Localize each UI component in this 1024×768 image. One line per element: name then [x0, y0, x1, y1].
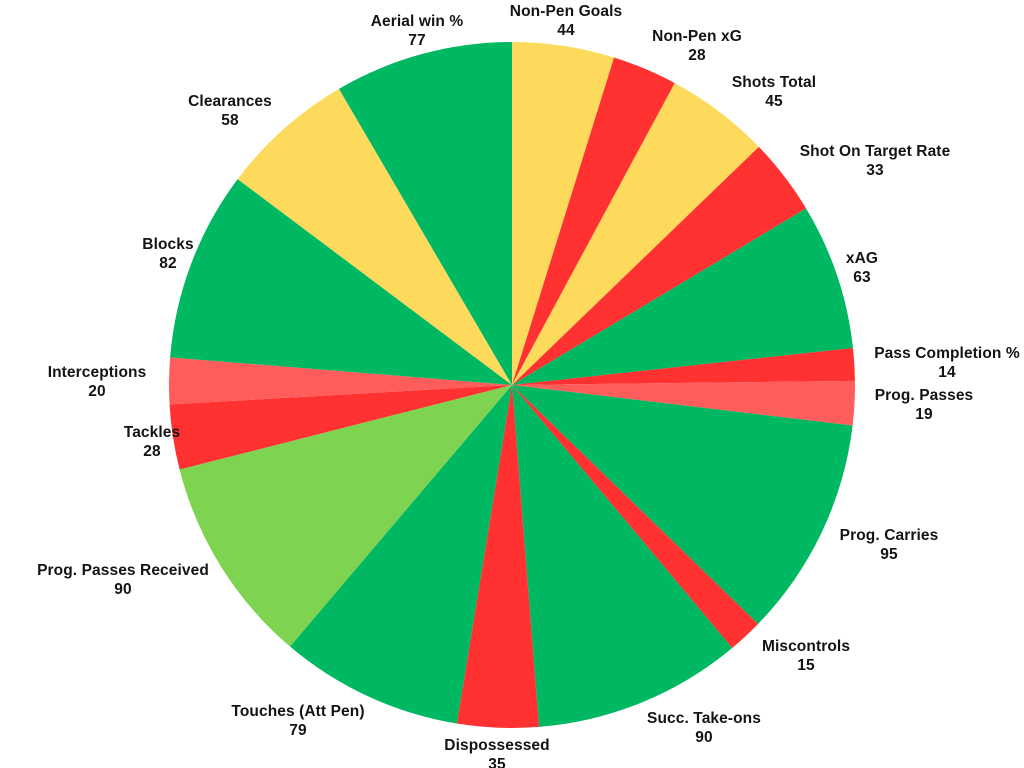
pie-slice-prog-passes — [512, 380, 856, 426]
slice-label-value: 28 — [143, 442, 161, 460]
pie-slice-pass-completion — [512, 347, 855, 385]
pie-slice-miscontrols — [512, 385, 759, 649]
slice-label-value: 33 — [866, 161, 884, 179]
slice-label-name: Prog. Passes — [874, 386, 974, 404]
slice-label-name: Non-Pen Goals — [509, 2, 623, 20]
slice-label-name: Prog. Passes Received — [37, 561, 209, 579]
slice-label-value: 15 — [797, 656, 815, 674]
slice-label-name: Pass Completion % — [874, 344, 1020, 362]
slice-label-value: 20 — [88, 382, 106, 400]
pie-slice-non-pen-goals — [512, 42, 615, 385]
pie-slice-aerial-win — [338, 42, 512, 385]
slice-label-name: Blocks — [142, 235, 194, 253]
slice-label-blocks: Blocks 82 — [142, 235, 193, 273]
slice-label-shots-total: Shots Total 45 — [732, 73, 816, 111]
slice-label-xag: xAG 63 — [846, 249, 878, 287]
slice-label-non-pen-xg: Non-Pen xG 28 — [652, 27, 742, 65]
slice-label-value: 90 — [695, 728, 713, 746]
pie-slice-xag — [512, 208, 853, 385]
slice-label-value: 95 — [880, 545, 898, 563]
slice-label-tackles: Tackles 28 — [124, 423, 180, 461]
slice-label-name: Clearances — [188, 92, 272, 110]
slice-label-value: 44 — [557, 21, 575, 39]
slice-label-shot-on-target-rate: Shot On Target Rate 33 — [800, 142, 951, 180]
pie-slice-non-pen-xg — [512, 57, 675, 385]
pie-slice-shot-on-target-rate — [512, 146, 807, 385]
slice-label-value: 79 — [289, 721, 307, 739]
slice-label-prog-passes: Prog. Passes 19 — [875, 386, 974, 424]
slice-label-prog-passes-received: Prog. Passes Received 90 — [37, 561, 209, 599]
pie-slice-dispossessed — [456, 385, 540, 728]
slice-label-value: 28 — [688, 46, 706, 64]
slice-label-name: Shot On Target Rate — [799, 142, 951, 160]
slice-label-clearances: Clearances 58 — [188, 92, 272, 130]
slice-label-value: 14 — [938, 363, 956, 381]
slice-label-name: Miscontrols — [761, 637, 851, 655]
slice-label-name: xAG — [845, 249, 879, 267]
pie-slice-prog-passes-received — [179, 385, 512, 647]
slice-label-succ-take-ons: Succ. Take-ons 90 — [647, 709, 761, 747]
pie-slice-touches-att-pen — [290, 385, 512, 724]
slice-label-prog-carries: Prog. Carries 95 — [840, 526, 939, 564]
slice-label-value: 82 — [159, 254, 177, 272]
slice-label-name: Tackles — [123, 423, 181, 441]
slice-label-name: Non-Pen xG — [652, 27, 742, 45]
slice-label-value: 90 — [114, 580, 132, 598]
slice-label-interceptions: Interceptions 20 — [48, 363, 147, 401]
slice-label-name: Dispossessed — [444, 736, 550, 754]
slice-label-name: Touches (Att Pen) — [231, 702, 365, 720]
slice-label-non-pen-goals: Non-Pen Goals 44 — [510, 2, 622, 40]
slice-label-name: Shots Total — [731, 73, 817, 91]
slice-label-value: 45 — [765, 92, 783, 110]
slice-label-value: 58 — [221, 111, 239, 129]
pie-slice-interceptions — [169, 357, 512, 405]
slice-label-value: 35 — [488, 755, 506, 768]
slice-label-name: Succ. Take-ons — [647, 709, 761, 727]
pie-slice-shots-total — [512, 83, 759, 385]
slice-label-value: 77 — [408, 31, 426, 49]
slice-label-value: 19 — [915, 405, 933, 423]
slice-label-name: Interceptions — [47, 363, 147, 381]
pie-slice-succ-take-ons — [512, 385, 733, 727]
pie-slice-blocks — [170, 179, 512, 385]
pie-slice-tackles — [169, 385, 513, 470]
slice-label-value: 63 — [853, 268, 871, 286]
slice-label-miscontrols: Miscontrols 15 — [762, 637, 850, 675]
slice-label-dispossessed: Dispossessed 35 — [444, 736, 549, 768]
pie-slice-prog-carries — [512, 385, 853, 624]
slice-label-aerial-win: Aerial win % 77 — [371, 12, 464, 50]
slice-label-touches-att-pen: Touches (Att Pen) 79 — [231, 702, 364, 740]
slice-label-name: Aerial win % — [370, 12, 464, 30]
slice-label-name: Prog. Carries — [839, 526, 939, 544]
slice-label-pass-completion: Pass Completion % 14 — [874, 344, 1020, 382]
pie-slice-clearances — [237, 88, 512, 385]
